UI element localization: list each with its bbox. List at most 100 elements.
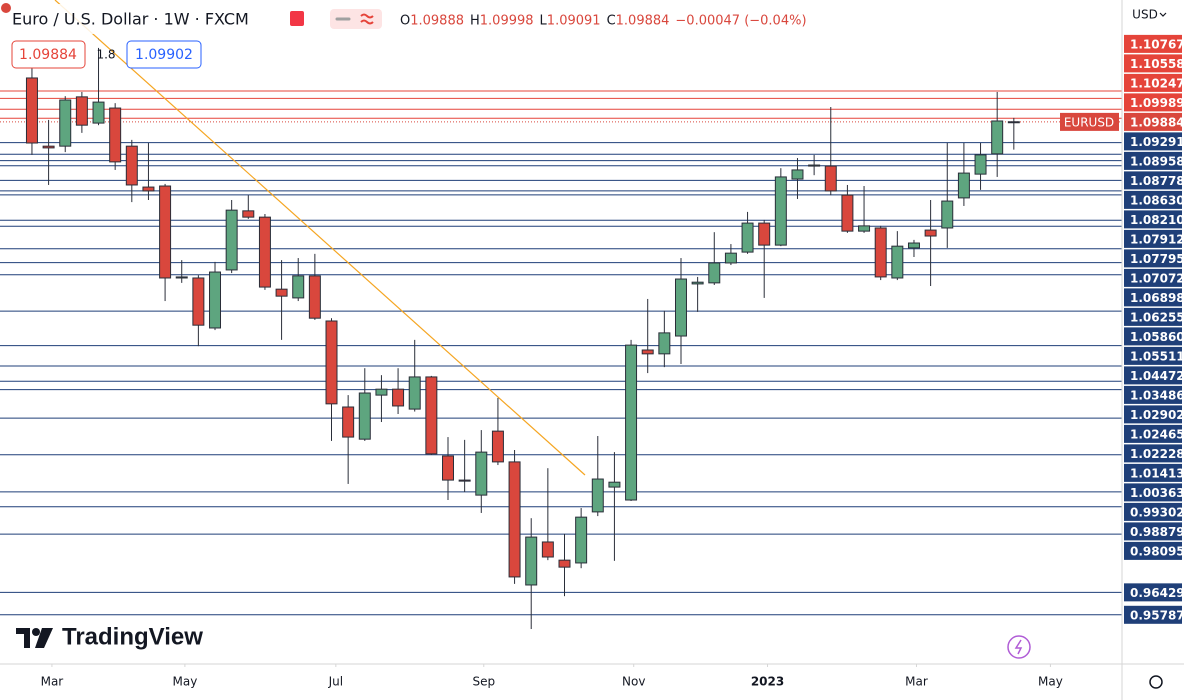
level-label-bg	[1124, 249, 1182, 268]
bid-price[interactable]: 1.09884	[19, 47, 77, 63]
candle-body	[508, 461, 521, 578]
settings-icon[interactable]	[1149, 675, 1163, 689]
candle-body	[258, 216, 271, 288]
candle-body	[924, 229, 937, 237]
price-label: 1.09884	[1130, 115, 1184, 129]
candle-body	[442, 455, 454, 481]
candle-body	[392, 388, 405, 407]
candle-body	[957, 172, 970, 199]
level-label-bg	[1124, 229, 1182, 248]
candle-body	[375, 388, 388, 396]
level-label-bg	[1124, 151, 1182, 170]
candle-body	[109, 107, 122, 163]
candle-body	[75, 96, 88, 126]
candle-body	[891, 245, 904, 279]
y-tick-label: 1.09291	[1130, 135, 1184, 149]
header-bg	[0, 4, 840, 34]
candle-body	[408, 376, 421, 410]
candle-body	[541, 541, 554, 558]
ohlc-value: 1.09888	[410, 14, 464, 29]
candle-body	[42, 145, 55, 149]
candle-body	[125, 145, 138, 186]
x-tick-label: Sep	[472, 675, 495, 689]
alert-icon[interactable]	[1007, 635, 1031, 659]
level-label-bg	[1124, 583, 1182, 602]
y-tick-label: 1.02902	[1130, 408, 1184, 422]
candle-body	[142, 186, 155, 192]
level-label-bg	[1124, 171, 1182, 190]
candle-body	[758, 222, 771, 246]
price-label-bg	[1124, 112, 1182, 131]
y-tick-label: 0.99302	[1130, 505, 1184, 519]
ohlc-value: 1.09884	[616, 14, 670, 29]
candle-body	[59, 99, 72, 147]
candle-body	[358, 392, 371, 440]
candle-body	[575, 516, 588, 564]
x-tick-label: 2023	[751, 675, 784, 689]
candle-body	[1007, 121, 1020, 124]
candle-body	[591, 478, 604, 513]
candle-body	[641, 349, 654, 355]
candle-body	[292, 275, 305, 299]
y-tick-label: 1.00363	[1130, 486, 1184, 500]
level-label-bg	[1124, 385, 1182, 404]
ohlc-label: O	[400, 14, 410, 29]
logo-mark	[32, 628, 40, 636]
y-tick-label: 1.08630	[1130, 193, 1184, 207]
symbol-label-bg	[1060, 112, 1119, 131]
level-label-bg	[1124, 424, 1182, 443]
candle-body	[841, 194, 854, 232]
candle-body	[658, 332, 671, 355]
caret	[1159, 12, 1167, 17]
y-tick-label: 1.08778	[1130, 174, 1184, 188]
level-label-bg	[1124, 93, 1182, 112]
candle-body	[525, 536, 538, 586]
candle-body	[941, 200, 954, 229]
ohlc-legend: O 1.09888 H 1.09998 L 1.09091 C 1.09884 −0.00047…	[400, 14, 807, 29]
level-label-bg	[1124, 268, 1182, 287]
y-tick-label: 1.08210	[1130, 213, 1184, 227]
y-tick-label: 0.96429	[1130, 586, 1184, 600]
candle-body	[275, 288, 288, 297]
x-tick-label: Mar	[905, 675, 928, 689]
level-label-bg	[1124, 132, 1182, 151]
trend-line[interactable]	[54, 0, 586, 476]
candle-body	[558, 559, 571, 568]
candle-body	[25, 77, 38, 144]
level-label-bg	[1124, 502, 1182, 521]
x-tick-label: May	[172, 675, 197, 689]
candle-body	[991, 120, 1004, 155]
y-tick-label: 1.10247	[1130, 76, 1184, 90]
change: −0.00047 (−0.04%)	[675, 14, 806, 29]
x-tick-label: Nov	[622, 675, 645, 689]
level-label-bg	[1124, 210, 1182, 229]
level-label-bg	[1124, 405, 1182, 424]
candle-body	[907, 242, 920, 249]
candle-body	[691, 281, 704, 285]
candle-body	[159, 185, 172, 279]
candle-body	[774, 176, 787, 246]
candle-body	[808, 164, 821, 167]
candle-body	[192, 277, 205, 326]
y-tick-label: 1.02465	[1130, 427, 1184, 441]
level-label-bg	[1124, 541, 1182, 560]
chart-title: Euro / U.S. Dollar · 1W · FXCM	[12, 10, 249, 29]
level-label-bg	[1124, 463, 1182, 482]
candle-body	[491, 430, 504, 463]
buy-button[interactable]	[126, 40, 202, 69]
y-tick-label: 1.10767	[1130, 37, 1184, 51]
watermark: TradingView	[62, 623, 203, 650]
candle-body	[824, 165, 837, 192]
flag-icon	[1, 3, 11, 13]
x-tick-label: Mar	[41, 675, 64, 689]
sell-button[interactable]	[11, 40, 86, 69]
currency-selector[interactable]: USD	[1132, 8, 1158, 22]
level-label-bg	[1124, 34, 1182, 53]
ohlc-label: C	[607, 14, 616, 29]
logo	[16, 628, 53, 648]
color-button[interactable]	[290, 11, 304, 26]
ask-price[interactable]: 1.09902	[135, 47, 193, 63]
